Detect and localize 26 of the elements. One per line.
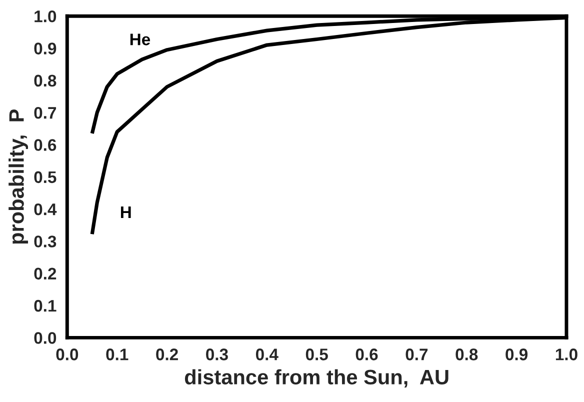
- y-tick-label: 0.9: [34, 42, 56, 54]
- y-tick-label: 0.5: [34, 171, 56, 184]
- x-tick-label: 0.2: [156, 348, 178, 360]
- x-tick-label: 1.0: [556, 348, 578, 360]
- y-tick-label: 0.7: [34, 106, 56, 119]
- x-tick-label: 0.1: [106, 348, 128, 360]
- x-axis-title: distance from the Sun, AU: [184, 369, 448, 388]
- y-tick-label: 0.3: [34, 236, 56, 248]
- y-tick-label: 1.0: [34, 10, 56, 22]
- y-tick-label: 0.6: [34, 139, 56, 151]
- y-tick-label: 0.2: [34, 268, 56, 280]
- x-tick-label: 0.7: [406, 348, 428, 360]
- y-tick-label: 0.4: [34, 203, 57, 216]
- x-tick-label: 0.6: [356, 348, 378, 360]
- y-axis-title: probability, P: [8, 109, 28, 244]
- x-tick-label: 0.0: [56, 348, 78, 360]
- y-tick-label: 0.0: [34, 332, 56, 344]
- series-label: He: [130, 34, 150, 46]
- y-tick-label: 0.1: [34, 300, 56, 312]
- series-label: H: [120, 206, 131, 218]
- y-tick-label: 0.8: [34, 74, 56, 87]
- x-tick-label: 0.5: [306, 348, 328, 360]
- x-tick-label: 0.4: [256, 348, 278, 360]
- x-tick-label: 0.9: [506, 348, 528, 360]
- x-tick-label: 0.3: [206, 348, 228, 360]
- x-tick-label: 0.8: [456, 348, 478, 360]
